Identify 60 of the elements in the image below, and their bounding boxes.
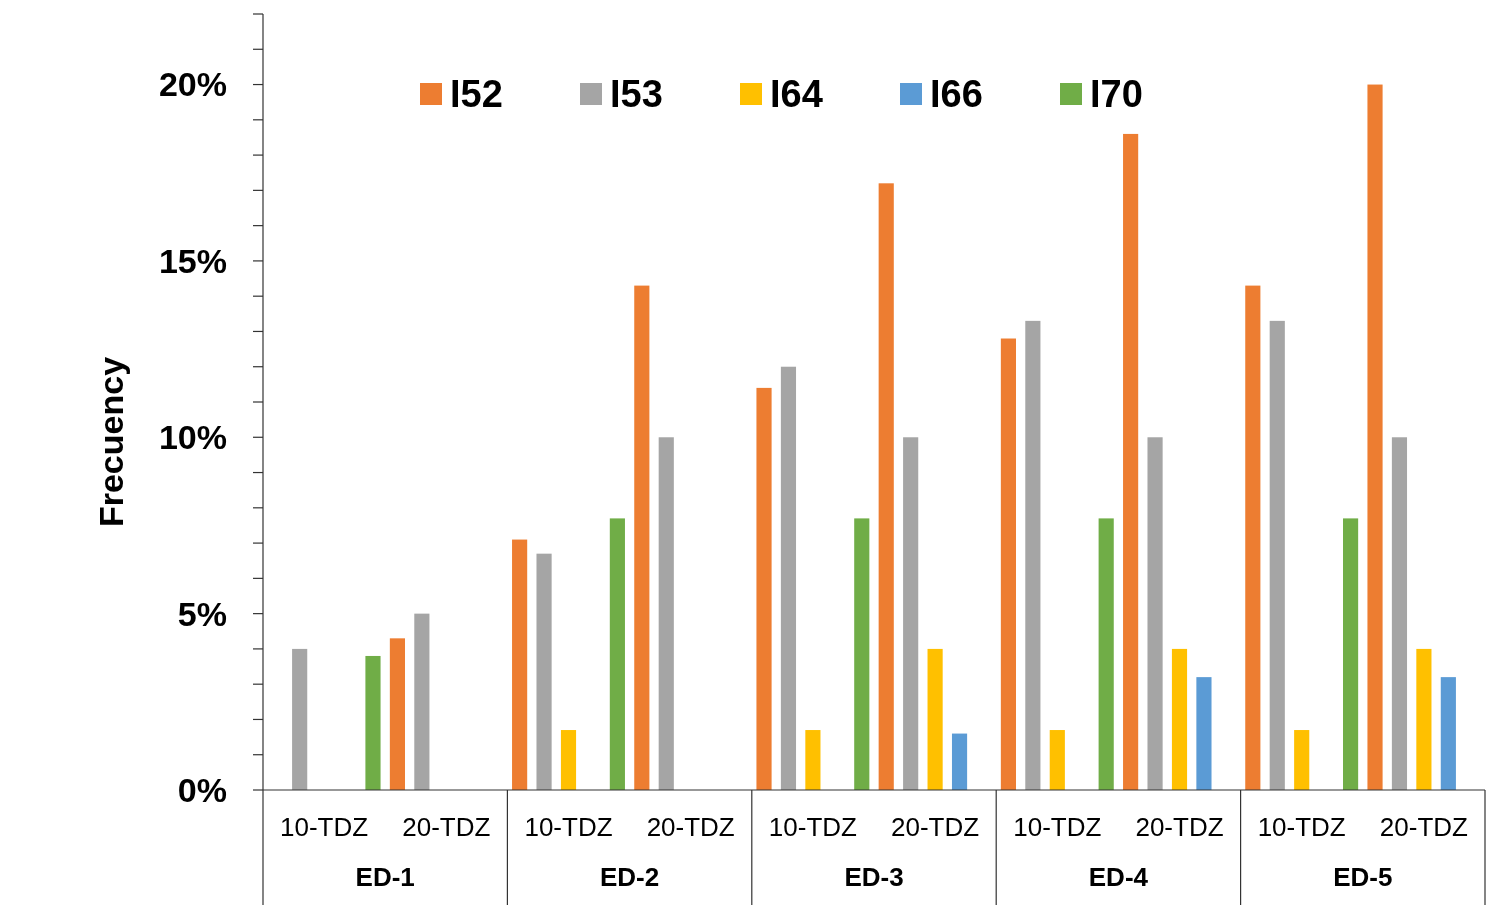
- bar: [560, 730, 577, 790]
- y-tick-label: 5%: [177, 594, 227, 633]
- bar: [1123, 133, 1139, 790]
- x-tick-label: 10-TDZ: [1013, 812, 1102, 842]
- bar: [1098, 518, 1114, 790]
- x-tick-label: 10-TDZ: [768, 812, 858, 842]
- bar: [1294, 730, 1310, 790]
- bar: [1025, 320, 1041, 790]
- x-tick-label: 10-TDZ: [524, 812, 613, 842]
- bar: [1440, 677, 1456, 790]
- legend-label: I52: [450, 73, 503, 116]
- x-tick-label: 20-TDZ: [402, 812, 491, 842]
- x-tick-label: 20-TDZ: [1135, 812, 1224, 842]
- bar: [365, 655, 381, 790]
- bar: [927, 648, 943, 790]
- bar: [1367, 84, 1383, 790]
- y-tick-label: 15%: [158, 241, 227, 280]
- y-axis-title: Frecuency: [92, 356, 130, 528]
- bar: [1343, 518, 1359, 790]
- y-tick-label: 20%: [158, 65, 227, 104]
- x-tick-label: 10-TDZ: [1257, 812, 1346, 842]
- legend-label: I53: [610, 73, 663, 116]
- x-tick-label: 20-TDZ: [646, 812, 735, 842]
- bar: [878, 183, 894, 790]
- x-tick-label: 10-TDZ: [280, 812, 369, 842]
- bar: [414, 613, 430, 790]
- bar: [854, 518, 870, 790]
- bar: [1269, 320, 1285, 790]
- legend-label: I70: [1090, 73, 1143, 116]
- bar: [634, 285, 650, 790]
- bar: [292, 648, 308, 790]
- bar: [1196, 677, 1212, 790]
- text: ED-4: [1088, 862, 1149, 892]
- bar: [1245, 285, 1261, 790]
- legend-label: I64: [770, 73, 823, 116]
- bar: [1147, 437, 1163, 790]
- y-tick-label: 0%: [177, 770, 227, 809]
- bar: [512, 539, 528, 790]
- bar: [1391, 437, 1408, 790]
- bar: [1416, 648, 1432, 790]
- bar: [1171, 648, 1188, 790]
- legend-label: I66: [930, 73, 983, 116]
- bar: [536, 553, 552, 790]
- text: ED-5: [1333, 862, 1393, 892]
- bar: [805, 730, 821, 790]
- bar: [389, 638, 405, 790]
- bar: [951, 733, 968, 790]
- bar: [658, 437, 674, 790]
- bar: [780, 366, 797, 790]
- bar: [756, 387, 772, 790]
- bar: [903, 437, 919, 790]
- bar: [1049, 730, 1065, 790]
- text: ED-3: [844, 862, 904, 892]
- x-tick-label: 20-TDZ: [891, 812, 980, 842]
- text: ED-2: [599, 862, 660, 892]
- x-tick-label: 20-TDZ: [1379, 812, 1469, 842]
- bar: [609, 518, 625, 790]
- bar: [1000, 338, 1016, 790]
- text: ED-1: [355, 862, 415, 892]
- y-tick-label: 10%: [158, 418, 227, 457]
